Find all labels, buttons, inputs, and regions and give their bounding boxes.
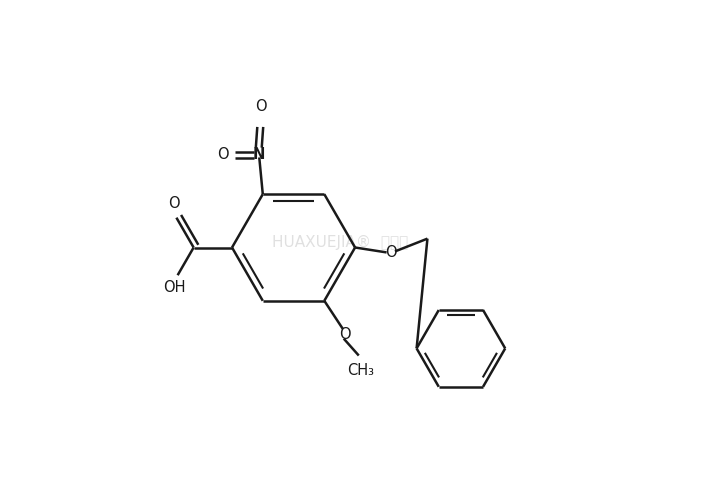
Text: O: O <box>168 196 179 211</box>
Text: N: N <box>253 147 266 161</box>
Text: O: O <box>255 99 266 114</box>
Text: O: O <box>217 147 229 161</box>
Text: OH: OH <box>163 280 186 295</box>
Text: O: O <box>384 245 396 260</box>
Text: CH₃: CH₃ <box>347 363 374 378</box>
Text: O: O <box>339 327 351 342</box>
Text: HUAXUEJIA®  化学品: HUAXUEJIA® 化学品 <box>272 235 408 250</box>
